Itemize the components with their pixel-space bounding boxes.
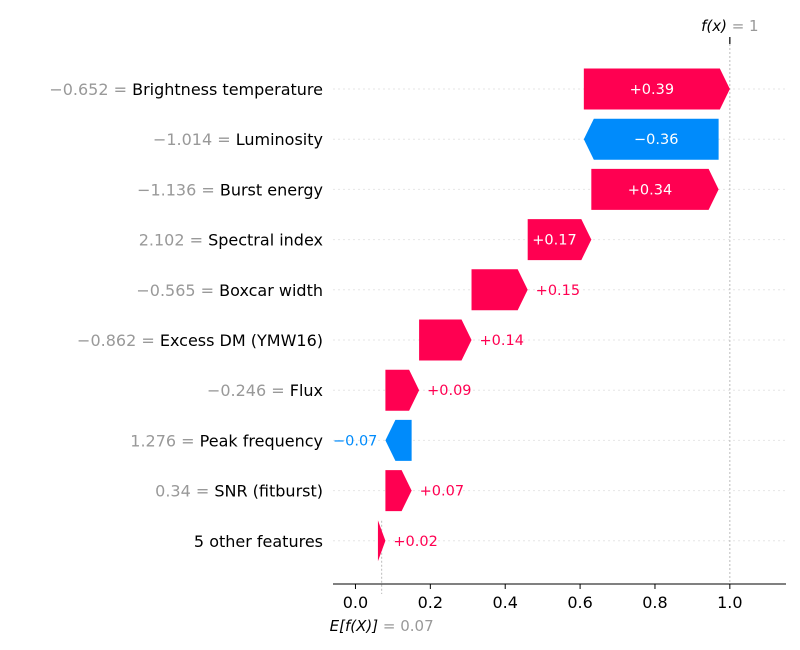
equals-sign: = (196, 281, 220, 300)
feature-name: Boxcar width (219, 281, 323, 300)
x-tick-label: 0.4 (492, 593, 517, 612)
contribution-bar (385, 419, 412, 461)
feature-name: Excess DM (YMW16) (160, 331, 323, 350)
contribution-bar (583, 68, 730, 110)
x-tick-label: 0.8 (642, 593, 667, 612)
feature-value: 1.276 (130, 431, 176, 450)
feature-name: Burst energy (220, 180, 323, 199)
contribution-bar (527, 219, 592, 261)
feature-label: 1.276 = Peak frequency (130, 431, 323, 450)
feature-value: −1.014 (153, 130, 212, 149)
equals-sign: = (136, 331, 160, 350)
feature-value: 2.102 (139, 231, 185, 250)
contribution-label: +0.39 (630, 82, 674, 98)
equals-sign: = (196, 180, 220, 199)
contribution-bar (419, 319, 472, 361)
feature-name: Peak frequency (200, 431, 323, 450)
feature-name: SNR (fitburst) (214, 482, 323, 501)
feature-value: 0.34 (155, 482, 191, 501)
contribution-label: +0.15 (536, 283, 580, 299)
equals-sign: = (378, 617, 400, 635)
feature-name: Spectral index (208, 231, 323, 250)
feature-labels: −0.652 = Brightness temperature −1.014 = … (49, 80, 323, 551)
contribution-label: +0.34 (628, 182, 672, 198)
contribution-label: +0.02 (393, 534, 437, 550)
annotations: f(x) = 1 E[f(X)] = 0.07 (330, 17, 759, 635)
feature-name: Brightness temperature (132, 80, 323, 99)
feature-value: −1.136 (137, 180, 196, 199)
feature-value: −0.652 (49, 80, 108, 99)
contribution-bar (377, 520, 386, 562)
contribution-label: −0.07 (333, 433, 377, 449)
base-value: 0.07 (400, 617, 433, 635)
contribution-bar (591, 168, 719, 210)
equals-sign: = (727, 17, 749, 35)
feature-label: 2.102 = Spectral index (139, 231, 323, 250)
equals-sign: = (185, 231, 209, 250)
feature-value: −0.565 (136, 281, 195, 300)
feature-name: Luminosity (236, 130, 323, 149)
x-tick-label: 0.2 (418, 593, 443, 612)
output-value-annotation: f(x) = 1 (701, 17, 759, 35)
feature-name: Flux (290, 381, 323, 400)
x-tick-label: 0.0 (343, 593, 368, 612)
contribution-label: +0.09 (427, 383, 471, 399)
feature-value: −0.862 (77, 331, 136, 350)
contribution-bar (583, 118, 719, 160)
contribution-bar (471, 269, 528, 311)
feature-value: −0.246 (207, 381, 266, 400)
equals-sign: = (176, 431, 200, 450)
contribution-bar (385, 369, 420, 411)
output-value: 1 (749, 17, 759, 35)
equals-sign: = (266, 381, 290, 400)
x-tick-label: 0.6 (567, 593, 592, 612)
x-tick-label: 1.0 (717, 593, 742, 612)
feature-label: −0.862 = Excess DM (YMW16) (77, 331, 323, 350)
feature-name: 5 other features (194, 532, 323, 551)
output-label: f(x) (701, 17, 727, 35)
contribution-bar (385, 470, 412, 512)
equals-sign: = (212, 130, 236, 149)
equals-sign: = (109, 80, 133, 99)
base-label: E[f(X)] (330, 617, 379, 635)
contribution-label: +0.07 (420, 484, 464, 500)
contribution-label: −0.36 (634, 132, 678, 148)
contribution-label: +0.14 (480, 333, 524, 349)
contribution-label: +0.17 (532, 233, 576, 249)
feature-label: −1.136 = Burst energy (137, 180, 323, 199)
feature-label: −0.565 = Boxcar width (136, 281, 323, 300)
feature-label: −0.652 = Brightness temperature (49, 80, 323, 99)
feature-label: −0.246 = Flux (207, 381, 323, 400)
feature-label: −1.014 = Luminosity (153, 130, 323, 149)
feature-label: 5 other features (194, 532, 323, 551)
x-axis: 0.0 0.2 0.4 0.6 0.8 1.0 (333, 583, 786, 612)
feature-label: 0.34 = SNR (fitburst) (155, 482, 323, 501)
equals-sign: = (191, 482, 215, 501)
base-value-annotation: E[f(X)] = 0.07 (330, 617, 434, 635)
contribution-bars: +0.39 −0.36 +0.34 +0.17 +0.15 +0.14 +0.09 −0.07… (333, 68, 730, 562)
